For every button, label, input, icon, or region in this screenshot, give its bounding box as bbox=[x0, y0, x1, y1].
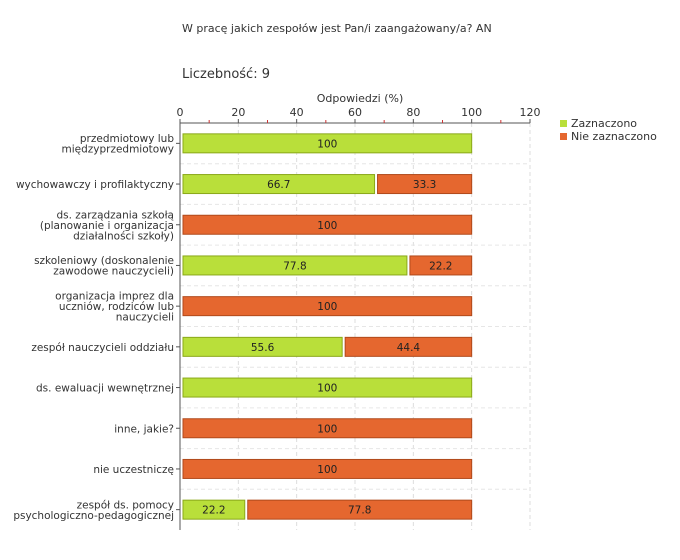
x-tick-label: 100 bbox=[461, 106, 482, 119]
data-label: 100 bbox=[317, 464, 337, 476]
sample-count: Liczebność: 9 bbox=[182, 67, 270, 82]
legend-label-selected: Zaznaczono bbox=[571, 117, 638, 130]
data-label: 77.8 bbox=[348, 505, 371, 517]
data-label: 100 bbox=[317, 383, 337, 395]
bar-selected bbox=[182, 174, 376, 195]
bar-selected bbox=[182, 499, 246, 520]
category-label: szkoleniowy (doskonalenie bbox=[34, 255, 174, 267]
category-label: przedmiotowy lub bbox=[80, 133, 174, 145]
data-label: 100 bbox=[317, 301, 337, 313]
category-label: nie uczestniczę bbox=[93, 464, 174, 476]
bar-not-selected bbox=[182, 214, 473, 235]
x-tick-label: 40 bbox=[290, 106, 304, 119]
data-label: 77.8 bbox=[283, 260, 306, 272]
x-tick-label: 20 bbox=[231, 106, 245, 119]
bar-not-selected bbox=[377, 174, 473, 195]
data-label: 22.2 bbox=[202, 505, 225, 517]
legend-label-not-selected: Nie zaznaczono bbox=[571, 130, 657, 143]
legend-swatch-not-selected bbox=[560, 133, 567, 140]
category-label: (planowanie i organizacja bbox=[40, 220, 174, 232]
legend: Zaznaczono Nie zaznaczono bbox=[560, 117, 657, 143]
legend-item-selected: Zaznaczono bbox=[560, 117, 657, 130]
data-label: 22.2 bbox=[429, 260, 452, 272]
data-label: 66.7 bbox=[267, 179, 290, 191]
bar-selected bbox=[182, 336, 343, 357]
category-label: zespół nauczycieli oddziału bbox=[31, 342, 174, 354]
x-tick-label: 80 bbox=[406, 106, 420, 119]
bar-not-selected bbox=[409, 255, 473, 276]
chart-title: W pracę jakich zespołów jest Pan/i zaang… bbox=[182, 22, 492, 35]
bar-selected bbox=[182, 255, 408, 276]
category-label: nauczycieli bbox=[116, 312, 174, 324]
data-label: 100 bbox=[317, 220, 337, 232]
data-label: 44.4 bbox=[397, 342, 421, 354]
x-tick-label: 60 bbox=[348, 106, 362, 119]
category-label: ds. ewaluacji wewnętrznej bbox=[36, 383, 174, 395]
category-label: międzyprzedmiotowy bbox=[61, 144, 174, 156]
bar-not-selected bbox=[344, 336, 473, 357]
x-axis-title: Odpowiedzi (%) bbox=[317, 92, 404, 105]
category-label: inne, jakie? bbox=[114, 423, 174, 435]
bar-not-selected bbox=[182, 418, 473, 439]
bar-selected bbox=[182, 377, 473, 398]
x-tick-label: 0 bbox=[177, 106, 184, 119]
category-label: psychologiczno-pedagogicznej bbox=[13, 510, 174, 522]
data-label: 33.3 bbox=[413, 179, 436, 191]
category-label: zespół ds. pomocy bbox=[77, 499, 174, 511]
category-label: ds. zarządzania szkołą bbox=[56, 209, 174, 221]
category-label: działalności szkoły) bbox=[73, 230, 174, 242]
data-label: 55.6 bbox=[251, 342, 275, 354]
data-label: 100 bbox=[317, 138, 337, 150]
category-label: zawodowe nauczycieli) bbox=[53, 266, 174, 278]
bar-not-selected bbox=[182, 458, 473, 479]
x-tick-label: 120 bbox=[520, 106, 541, 119]
legend-swatch-selected bbox=[560, 120, 567, 127]
category-label: organizacja imprez dla bbox=[55, 291, 174, 303]
legend-item-not-selected: Nie zaznaczono bbox=[560, 130, 657, 143]
bar-selected bbox=[182, 133, 473, 154]
category-label: uczniów, rodziców lub bbox=[59, 301, 174, 313]
category-label: wychowawczy i profilaktyczny bbox=[16, 179, 174, 191]
bar-not-selected bbox=[247, 499, 473, 520]
data-label: 100 bbox=[317, 423, 337, 435]
bar-not-selected bbox=[182, 296, 473, 317]
